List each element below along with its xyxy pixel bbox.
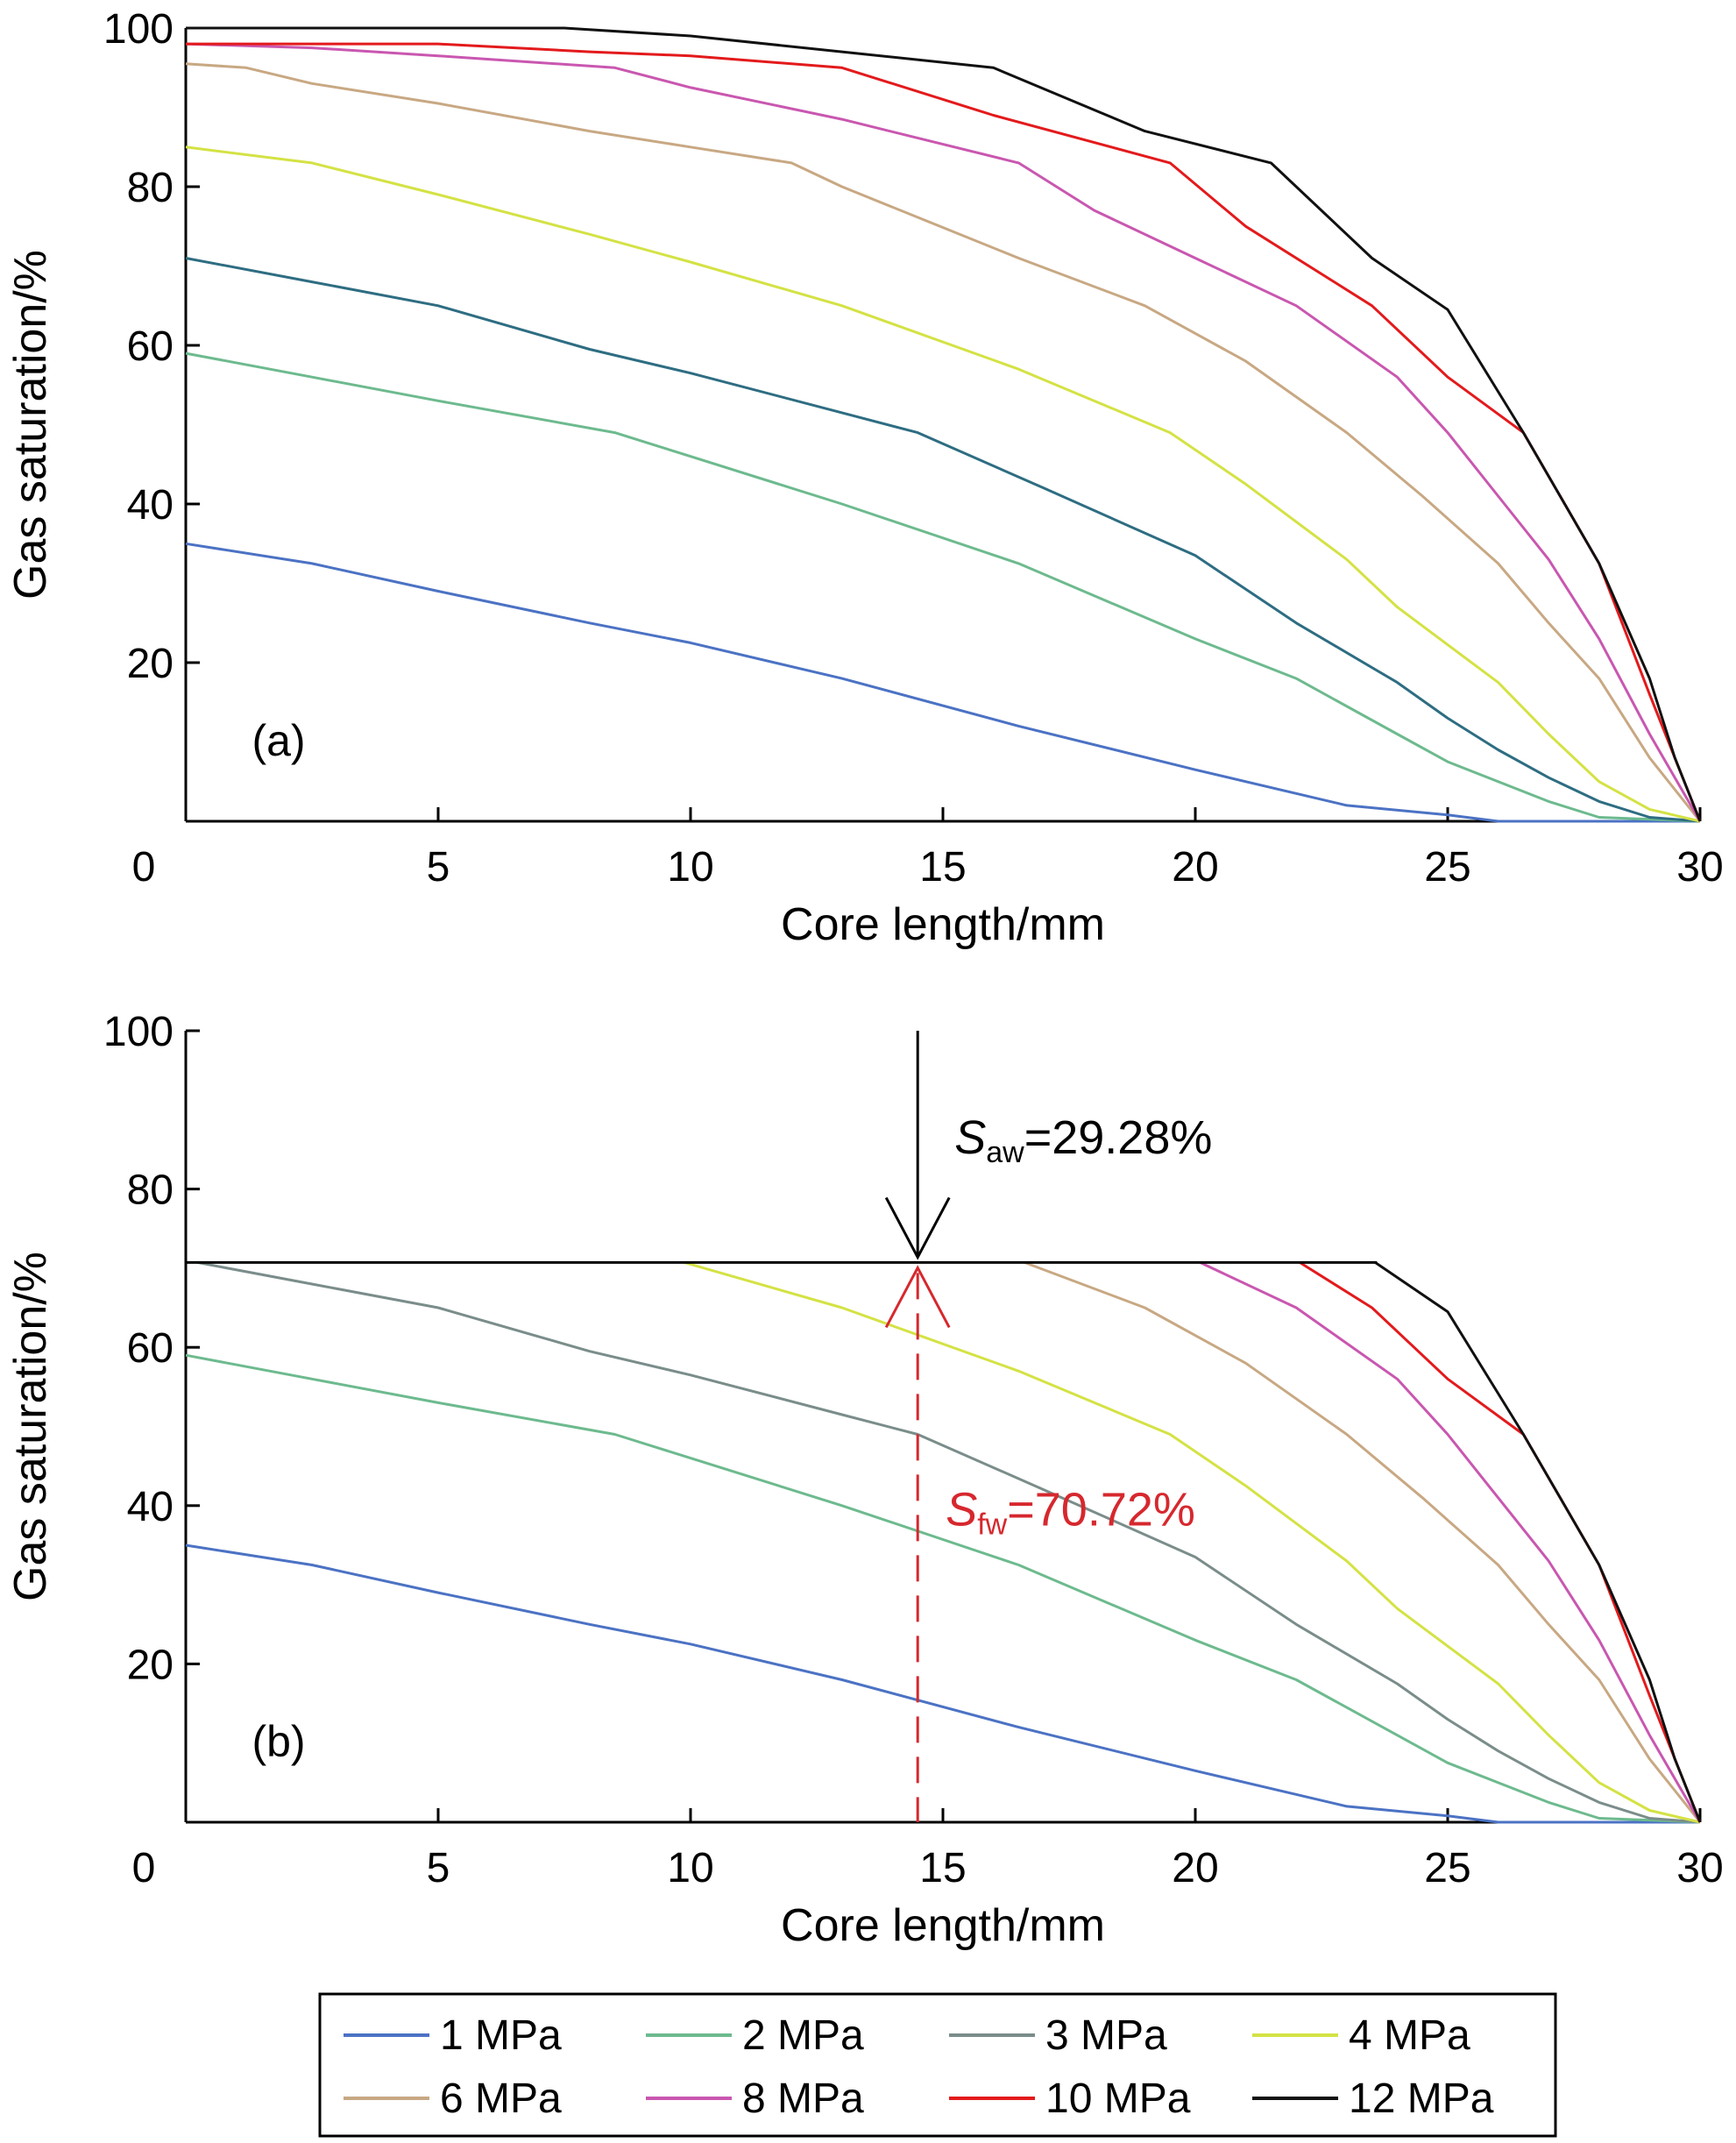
series-line-6-mpa — [185, 62, 1702, 822]
series-line-6-mpa — [1024, 1260, 1702, 1823]
x-axis-title: Core length/mm — [781, 899, 1105, 950]
y-axis-title: Gas saturation/% — [5, 250, 56, 600]
y-axis-title: Gas saturation/% — [5, 1252, 56, 1601]
x-tick-label: 10 — [667, 844, 713, 891]
x-tick-label: 5 — [427, 844, 450, 891]
legend-label: 10 MPa — [1045, 2076, 1191, 2122]
chart-panel-b: 0 5 10 15 20 25 30 20 40 60 80 100 Core length/mm Gas… — [5, 1009, 1724, 1951]
series-line-4-mpa — [684, 1260, 1701, 1824]
x-tick-label: 10 — [667, 1845, 713, 1891]
series-line-4-mpa — [185, 145, 1701, 823]
legend-label: 6 MPa — [440, 2076, 562, 2122]
series-line-8-mpa — [1199, 1261, 1702, 1823]
x-tick-label: 25 — [1424, 1845, 1470, 1891]
legend-label: 1 MPa — [440, 2012, 562, 2059]
series-line-2-mpa — [185, 351, 1701, 823]
x-tick-label: 0 — [132, 844, 156, 891]
legend-label: 3 MPa — [1045, 2012, 1167, 2059]
y-tick-label: 100 — [103, 1009, 174, 1055]
legend-label: 12 MPa — [1349, 2076, 1494, 2122]
series-line-8-mpa — [185, 42, 1702, 822]
series-line-1-mpa — [185, 542, 1700, 823]
y-tick-label: 20 — [127, 1642, 174, 1688]
chart-panel-a: 0 5 10 15 20 25 30 20 40 60 80 100 Core length/mm Gas… — [5, 6, 1724, 950]
legend-item-1-mpa: 1 MPa — [344, 2012, 562, 2059]
legend-item-2-mpa: 2 MPa — [646, 2012, 864, 2059]
x-tick-label: 0 — [132, 1845, 156, 1891]
legend-item-3-mpa: 3 MPa — [949, 2012, 1167, 2059]
y-tick-label: 60 — [127, 1325, 174, 1372]
x-tick-label: 30 — [1676, 844, 1723, 891]
series-line-3-mpa — [185, 257, 1701, 823]
legend-item-10-mpa: 10 MPa — [949, 2076, 1191, 2122]
series-line-3-mpa — [197, 1260, 1701, 1824]
legend-box — [318, 1992, 1557, 2138]
y-tick-label: 40 — [127, 1484, 174, 1530]
legend-item-4-mpa: 4 MPa — [1252, 2012, 1470, 2059]
y-tick-label: 20 — [127, 641, 174, 687]
y-tick-label: 80 — [127, 165, 174, 211]
series-line-10-mpa — [1299, 1261, 1702, 1823]
x-tick-label: 25 — [1424, 844, 1470, 891]
series-line-12-mpa — [186, 26, 1702, 822]
y-tick-label: 40 — [127, 482, 174, 529]
x-tick-label: 30 — [1676, 1845, 1723, 1891]
x-tick-label: 15 — [919, 1845, 966, 1891]
legend-item-8-mpa: 8 MPa — [646, 2076, 864, 2122]
legend-item-6-mpa: 6 MPa — [344, 2076, 562, 2122]
x-tick-label: 20 — [1172, 844, 1218, 891]
x-tick-label: 20 — [1172, 1845, 1218, 1891]
panel-label: (a) — [252, 716, 305, 765]
legend-item-12-mpa: 12 MPa — [1252, 2076, 1494, 2122]
y-tick-label: 60 — [127, 323, 174, 370]
series-line-12-mpa — [1374, 1261, 1702, 1823]
legend-label: 8 MPa — [742, 2076, 864, 2122]
x-tick-label: 15 — [919, 844, 966, 891]
series-line-1-mpa — [185, 1543, 1700, 1824]
legend-label: 2 MPa — [742, 2012, 864, 2059]
series-line-2-mpa — [185, 1353, 1701, 1824]
legend: 1 MPa 2 MPa 3 MPa 4 MPa 6 MPa 8 MPa 10 MPa 12 M… — [318, 1992, 1557, 2138]
y-tick-label: 100 — [103, 6, 174, 53]
y-tick-label: 80 — [127, 1167, 174, 1214]
saw-arrow-head — [884, 1196, 951, 1260]
legend-label: 4 MPa — [1349, 2012, 1470, 2059]
sfw-label: Sfw=70.72% — [946, 1483, 1195, 1541]
saw-label: Saw=29.28% — [954, 1111, 1212, 1169]
panel-label: (b) — [252, 1717, 305, 1766]
x-axis-title: Core length/mm — [781, 1900, 1105, 1951]
sfw-arrow-head — [884, 1265, 951, 1329]
x-tick-label: 5 — [427, 1845, 450, 1891]
